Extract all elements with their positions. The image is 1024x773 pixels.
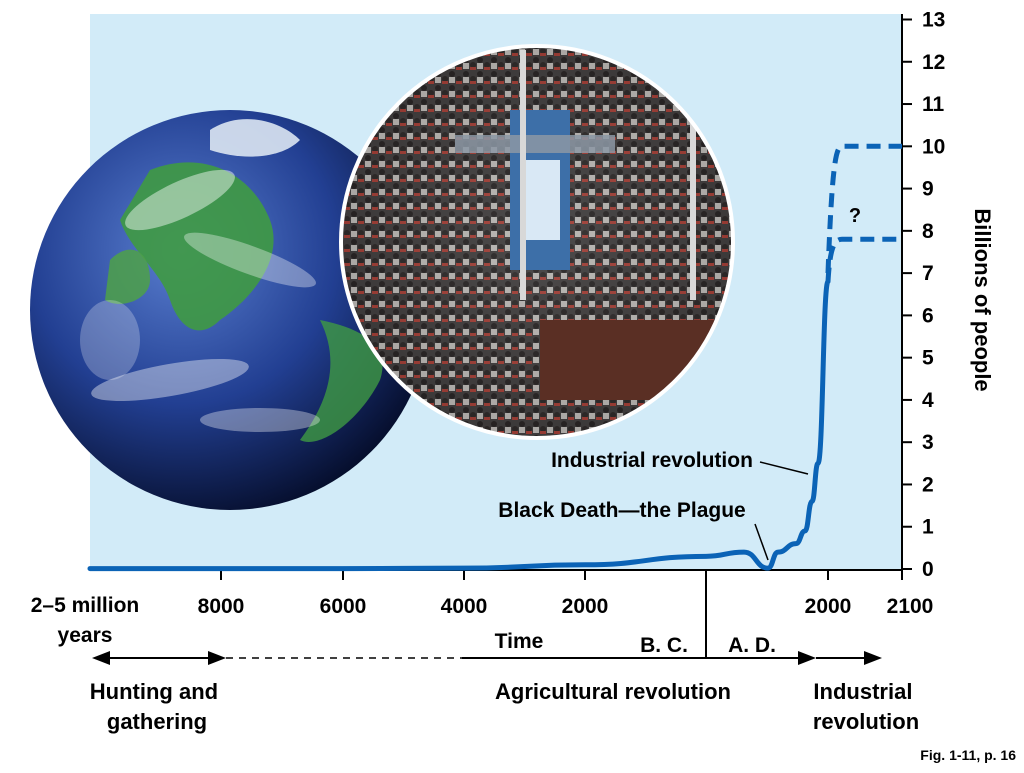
x-tick-label: 2000 (805, 595, 852, 618)
era-ad-label: A. D. (728, 634, 776, 657)
y-tick-label: 1 (922, 516, 934, 539)
y-tick-label: 3 (922, 431, 934, 454)
annotation-black-death: Black Death—the Plague (498, 499, 745, 522)
era-agricultural: Agricultural revolution (495, 679, 731, 704)
x-tick-label: 8000 (198, 595, 245, 618)
earth-globe-image (30, 110, 430, 510)
y-tick-label: 0 (922, 558, 934, 581)
x-axis-label: Time (495, 630, 544, 653)
era-bc-label: B. C. (640, 634, 688, 657)
x-tick-label: 2–5 million years (31, 594, 140, 647)
x-axis: 2–5 million years 8000 6000 4000 2000 2000 2100 (31, 569, 934, 658)
x-tick-label: 6000 (320, 595, 367, 618)
x-tick-label: 4000 (441, 595, 488, 618)
projection-line-low (825, 236, 902, 282)
population-line (87, 279, 831, 572)
era-arrows (92, 651, 882, 665)
x-tick-label: 2100 (887, 595, 934, 618)
projection-question-mark: ? (849, 205, 861, 227)
y-tick-label: 12 (922, 51, 945, 74)
y-tick-label: 7 (922, 262, 934, 285)
figure-caption: Fig. 1-11, p. 16 (920, 747, 1016, 763)
era-industrial: Industrial revolution (813, 679, 919, 734)
y-tick-label: 9 (922, 178, 934, 201)
x-tick-label: 2000 (562, 595, 609, 618)
y-tick-label: 6 (922, 304, 934, 327)
y-tick-label: 13 (922, 9, 945, 32)
y-tick-label: 5 (922, 347, 934, 370)
crowd-photo-image (339, 44, 735, 440)
annotation-black-death-leader (754, 523, 769, 561)
y-tick-label: 4 (922, 389, 934, 412)
annotation-industrial-revolution: Industrial revolution (551, 449, 753, 472)
y-axis-label: Billions of people (970, 208, 995, 391)
y-tick-label: 8 (922, 220, 934, 243)
era-hunting-line1: Hunting and gathering (90, 679, 224, 734)
annotation-industrial-leader (759, 461, 809, 475)
y-tick-label: 2 (922, 473, 934, 496)
y-tick-label: 10 (922, 135, 945, 158)
y-tick-label: 11 (922, 93, 945, 116)
